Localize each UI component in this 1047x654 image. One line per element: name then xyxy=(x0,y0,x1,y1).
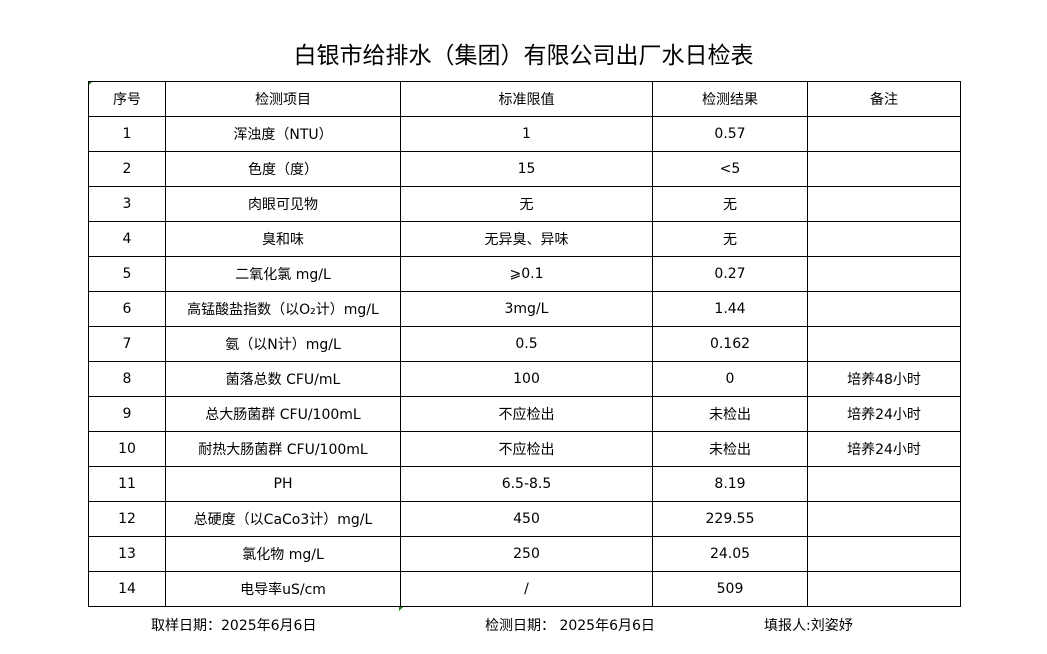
limit-cell[interactable]: ⩾0.1 xyxy=(400,256,653,292)
table-row: 5 二氧化氯 mg/L ⩾0.1 0.27 xyxy=(88,256,961,292)
table-row: 4 臭和味 无异臭、异味无 xyxy=(88,221,961,257)
remark-cell[interactable]: 培养24小时 xyxy=(807,431,961,467)
index-cell[interactable]: 3 xyxy=(88,186,166,222)
remark-cell[interactable] xyxy=(807,151,961,187)
result-cell[interactable]: 0.162 xyxy=(652,326,808,362)
limit-cell[interactable]: 3mg/L xyxy=(400,291,653,327)
remark-cell[interactable] xyxy=(807,466,961,502)
result-cell[interactable]: 0.27 xyxy=(652,256,808,292)
header-cell[interactable]: 检测项目 xyxy=(165,81,401,117)
cell-marker xyxy=(399,606,404,611)
index-cell[interactable]: 13 xyxy=(88,536,166,572)
item-cell[interactable]: PH xyxy=(165,466,401,502)
limit-cell[interactable]: 15 xyxy=(400,151,653,187)
index-cell[interactable]: 2 xyxy=(88,151,166,187)
header-cell[interactable]: 检测结果 xyxy=(652,81,808,117)
remark-cell[interactable] xyxy=(807,291,961,327)
sampling-date: 取样日期：2025年6月6日 xyxy=(151,618,317,634)
table-row: 8 菌落总数 CFU/mL 100 0 培养48小时 xyxy=(88,361,961,397)
inspection-table: 序号 检测项目 标准限值 检测结果 备注 1 浑浊度（NTU） 1 0.57 2 色度（度… xyxy=(88,81,961,607)
header-cell[interactable]: 标准限值 xyxy=(400,81,653,117)
item-cell[interactable]: 高锰酸盐指数（以O₂计）mg/L xyxy=(165,291,401,327)
header-cell[interactable]: 备注 xyxy=(807,81,961,117)
reporter: 填报人:刘姿妤 xyxy=(764,618,853,634)
result-cell[interactable]: 未检出 xyxy=(652,431,808,467)
table-row: 10 耐热大肠菌群 CFU/100mL 不应检出 未检出 培养24小时 xyxy=(88,431,961,467)
index-cell[interactable]: 8 xyxy=(88,361,166,397)
table-row: 12 总硬度（以CaCo3计）mg/L 450 229.55 xyxy=(88,501,961,537)
result-cell[interactable]: 无 xyxy=(652,186,808,222)
table-header-row: 序号 检测项目 标准限值 检测结果 备注 xyxy=(88,81,961,117)
result-cell[interactable]: 0 xyxy=(652,361,808,397)
remark-cell[interactable]: 培养48小时 xyxy=(807,361,961,397)
limit-cell[interactable]: 250 xyxy=(400,536,653,572)
limit-cell[interactable]: / xyxy=(400,571,653,607)
index-cell[interactable]: 12 xyxy=(88,501,166,537)
index-cell[interactable]: 10 xyxy=(88,431,166,467)
item-cell[interactable]: 菌落总数 CFU/mL xyxy=(165,361,401,397)
result-cell[interactable]: 24.05 xyxy=(652,536,808,572)
table-row: 6 高锰酸盐指数（以O₂计）mg/L 3mg/L 1.44 xyxy=(88,291,961,327)
table-row: 13 氯化物 mg/L 250 24.05 xyxy=(88,536,961,572)
index-cell[interactable]: 5 xyxy=(88,256,166,292)
item-cell[interactable]: 总硬度（以CaCo3计）mg/L xyxy=(165,501,401,537)
item-cell[interactable]: 耐热大肠菌群 CFU/100mL xyxy=(165,431,401,467)
limit-cell[interactable]: 0.5 xyxy=(400,326,653,362)
limit-cell[interactable]: 无异臭、异味 xyxy=(400,221,653,257)
remark-cell[interactable] xyxy=(807,221,961,257)
remark-cell[interactable] xyxy=(807,186,961,222)
index-cell[interactable]: 14 xyxy=(88,571,166,607)
index-cell[interactable]: 7 xyxy=(88,326,166,362)
remark-cell[interactable] xyxy=(807,256,961,292)
result-cell[interactable]: 8.19 xyxy=(652,466,808,502)
limit-cell[interactable]: 不应检出 xyxy=(400,431,653,467)
limit-cell[interactable]: 100 xyxy=(400,361,653,397)
index-cell[interactable]: 6 xyxy=(88,291,166,327)
index-cell[interactable]: 9 xyxy=(88,396,166,432)
index-cell[interactable]: 4 xyxy=(88,221,166,257)
test-date: 检测日期： 2025年6月6日 xyxy=(485,618,655,634)
limit-cell[interactable]: 6.5-8.5 xyxy=(400,466,653,502)
header-cell[interactable]: 序号 xyxy=(88,81,166,117)
index-cell[interactable]: 1 xyxy=(88,116,166,152)
remark-cell[interactable] xyxy=(807,116,961,152)
remark-cell[interactable]: 培养24小时 xyxy=(807,396,961,432)
table-row: 11 PH 6.5-8.5 8.19 xyxy=(88,466,961,502)
table-row: 2 色度（度） 15 <5 xyxy=(88,151,961,187)
remark-cell[interactable] xyxy=(807,536,961,572)
item-cell[interactable]: 电导率uS/cm xyxy=(165,571,401,607)
remark-cell[interactable] xyxy=(807,326,961,362)
limit-cell[interactable]: 450 xyxy=(400,501,653,537)
item-cell[interactable]: 浑浊度（NTU） xyxy=(165,116,401,152)
table-row: 7 氨（以N计）mg/L 0.5 0.162 xyxy=(88,326,961,362)
remark-cell[interactable] xyxy=(807,501,961,537)
result-cell[interactable]: 0.57 xyxy=(652,116,808,152)
result-cell[interactable]: <5 xyxy=(652,151,808,187)
result-cell[interactable]: 509 xyxy=(652,571,808,607)
limit-cell[interactable]: 1 xyxy=(400,116,653,152)
item-cell[interactable]: 二氧化氯 mg/L xyxy=(165,256,401,292)
item-cell[interactable]: 臭和味 xyxy=(165,221,401,257)
index-cell[interactable]: 11 xyxy=(88,466,166,502)
item-cell[interactable]: 氯化物 mg/L xyxy=(165,536,401,572)
item-cell[interactable]: 色度（度） xyxy=(165,151,401,187)
result-cell[interactable]: 1.44 xyxy=(652,291,808,327)
item-cell[interactable]: 氨（以N计）mg/L xyxy=(165,326,401,362)
result-cell[interactable]: 229.55 xyxy=(652,501,808,537)
limit-cell[interactable]: 无 xyxy=(400,186,653,222)
remark-cell[interactable] xyxy=(807,571,961,607)
page-title: 白银市给排水（集团）有限公司出厂水日检表 xyxy=(293,43,754,69)
limit-cell[interactable]: 不应检出 xyxy=(400,396,653,432)
item-cell[interactable]: 总大肠菌群 CFU/100mL xyxy=(165,396,401,432)
table-row: 1 浑浊度（NTU） 1 0.57 xyxy=(88,116,961,152)
table-row: 9 总大肠菌群 CFU/100mL 不应检出 未检出 培养24小时 xyxy=(88,396,961,432)
result-cell[interactable]: 无 xyxy=(652,221,808,257)
table-row: 14 电导率uS/cm/509 xyxy=(88,571,961,607)
item-cell[interactable]: 肉眼可见物 xyxy=(165,186,401,222)
table-row: 3 肉眼可见物无无 xyxy=(88,186,961,222)
result-cell[interactable]: 未检出 xyxy=(652,396,808,432)
